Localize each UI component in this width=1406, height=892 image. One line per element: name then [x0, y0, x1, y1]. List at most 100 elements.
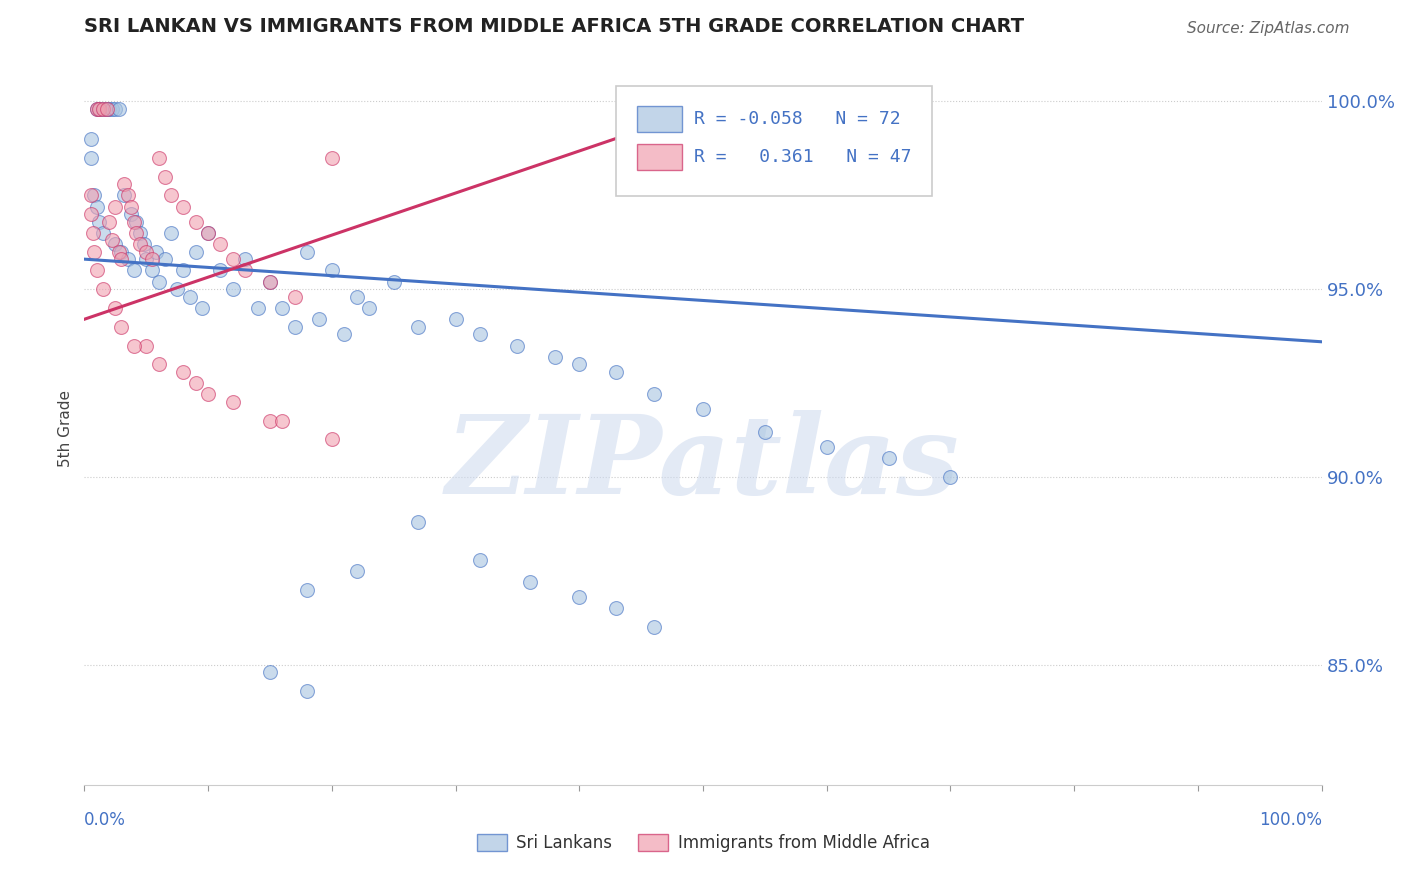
Point: [321, 263, 343, 277]
Point: [91, 282, 114, 296]
Point: [122, 214, 145, 228]
Point: [382, 275, 405, 289]
Y-axis label: 5th Grade: 5th Grade: [58, 390, 73, 467]
Point: [321, 433, 343, 447]
Point: [125, 214, 148, 228]
Point: [191, 301, 214, 315]
Point: [79, 207, 101, 221]
Point: [79, 188, 101, 202]
Point: [209, 263, 232, 277]
Point: [141, 263, 163, 277]
Point: [91, 226, 114, 240]
Point: [605, 365, 627, 379]
Point: [222, 252, 245, 267]
Point: [197, 226, 219, 240]
Point: [160, 188, 183, 202]
Point: [754, 425, 776, 439]
Point: [346, 564, 368, 578]
Point: [153, 169, 176, 184]
Point: [222, 282, 245, 296]
Text: ZIPatlas: ZIPatlas: [446, 410, 960, 517]
Point: [129, 226, 152, 240]
Point: [568, 590, 591, 604]
Point: [98, 102, 121, 116]
Point: [815, 440, 838, 454]
Point: [120, 200, 142, 214]
Text: Source: ZipAtlas.com: Source: ZipAtlas.com: [1187, 21, 1350, 36]
Point: [86, 263, 108, 277]
Point: [110, 244, 132, 259]
Point: [519, 575, 541, 590]
Point: [233, 263, 256, 277]
Point: [104, 200, 127, 214]
Point: [172, 365, 194, 379]
Point: [89, 214, 111, 228]
Point: [112, 177, 135, 191]
Point: [259, 275, 281, 289]
Point: [96, 102, 118, 116]
Point: [98, 214, 121, 228]
Point: [172, 263, 194, 277]
Point: [271, 414, 294, 428]
Point: [333, 327, 356, 342]
Point: [209, 237, 232, 252]
Point: [408, 515, 430, 529]
Point: [122, 263, 145, 277]
Point: [259, 275, 281, 289]
Point: [86, 102, 108, 116]
Point: [104, 301, 127, 315]
Point: [110, 252, 132, 267]
Point: [284, 319, 307, 334]
FancyBboxPatch shape: [637, 145, 682, 169]
Point: [104, 102, 127, 116]
Point: [506, 338, 529, 352]
Point: [321, 151, 343, 165]
Point: [408, 319, 430, 334]
Point: [643, 620, 665, 634]
Point: [543, 350, 565, 364]
Text: 0.0%: 0.0%: [84, 811, 127, 829]
Point: [135, 252, 157, 267]
Point: [259, 665, 281, 680]
Point: [112, 188, 135, 202]
Point: [96, 102, 118, 116]
Point: [122, 338, 145, 352]
Point: [141, 252, 163, 267]
Point: [89, 102, 111, 116]
Point: [148, 275, 170, 289]
Legend: Sri Lankans, Immigrants from Middle Africa: Sri Lankans, Immigrants from Middle Afri…: [470, 827, 936, 859]
Point: [184, 214, 207, 228]
Point: [179, 290, 201, 304]
Point: [83, 244, 105, 259]
Point: [877, 451, 900, 466]
Point: [568, 357, 591, 371]
Point: [197, 387, 219, 401]
FancyBboxPatch shape: [637, 106, 682, 132]
Point: [104, 237, 127, 252]
Point: [91, 102, 114, 116]
Point: [444, 312, 467, 326]
Point: [246, 301, 269, 315]
Point: [346, 290, 368, 304]
Point: [148, 151, 170, 165]
Point: [89, 102, 111, 116]
Point: [271, 301, 294, 315]
Point: [120, 207, 142, 221]
Point: [132, 237, 155, 252]
FancyBboxPatch shape: [616, 86, 932, 196]
Point: [135, 244, 157, 259]
Point: [197, 226, 219, 240]
Point: [100, 102, 122, 116]
Point: [295, 684, 318, 698]
Point: [82, 226, 104, 240]
Point: [295, 244, 318, 259]
Point: [605, 601, 627, 615]
Point: [692, 402, 714, 417]
Point: [91, 102, 114, 116]
Point: [939, 470, 962, 484]
Point: [86, 200, 108, 214]
Point: [160, 226, 183, 240]
Point: [83, 188, 105, 202]
Point: [145, 244, 167, 259]
Point: [108, 244, 131, 259]
